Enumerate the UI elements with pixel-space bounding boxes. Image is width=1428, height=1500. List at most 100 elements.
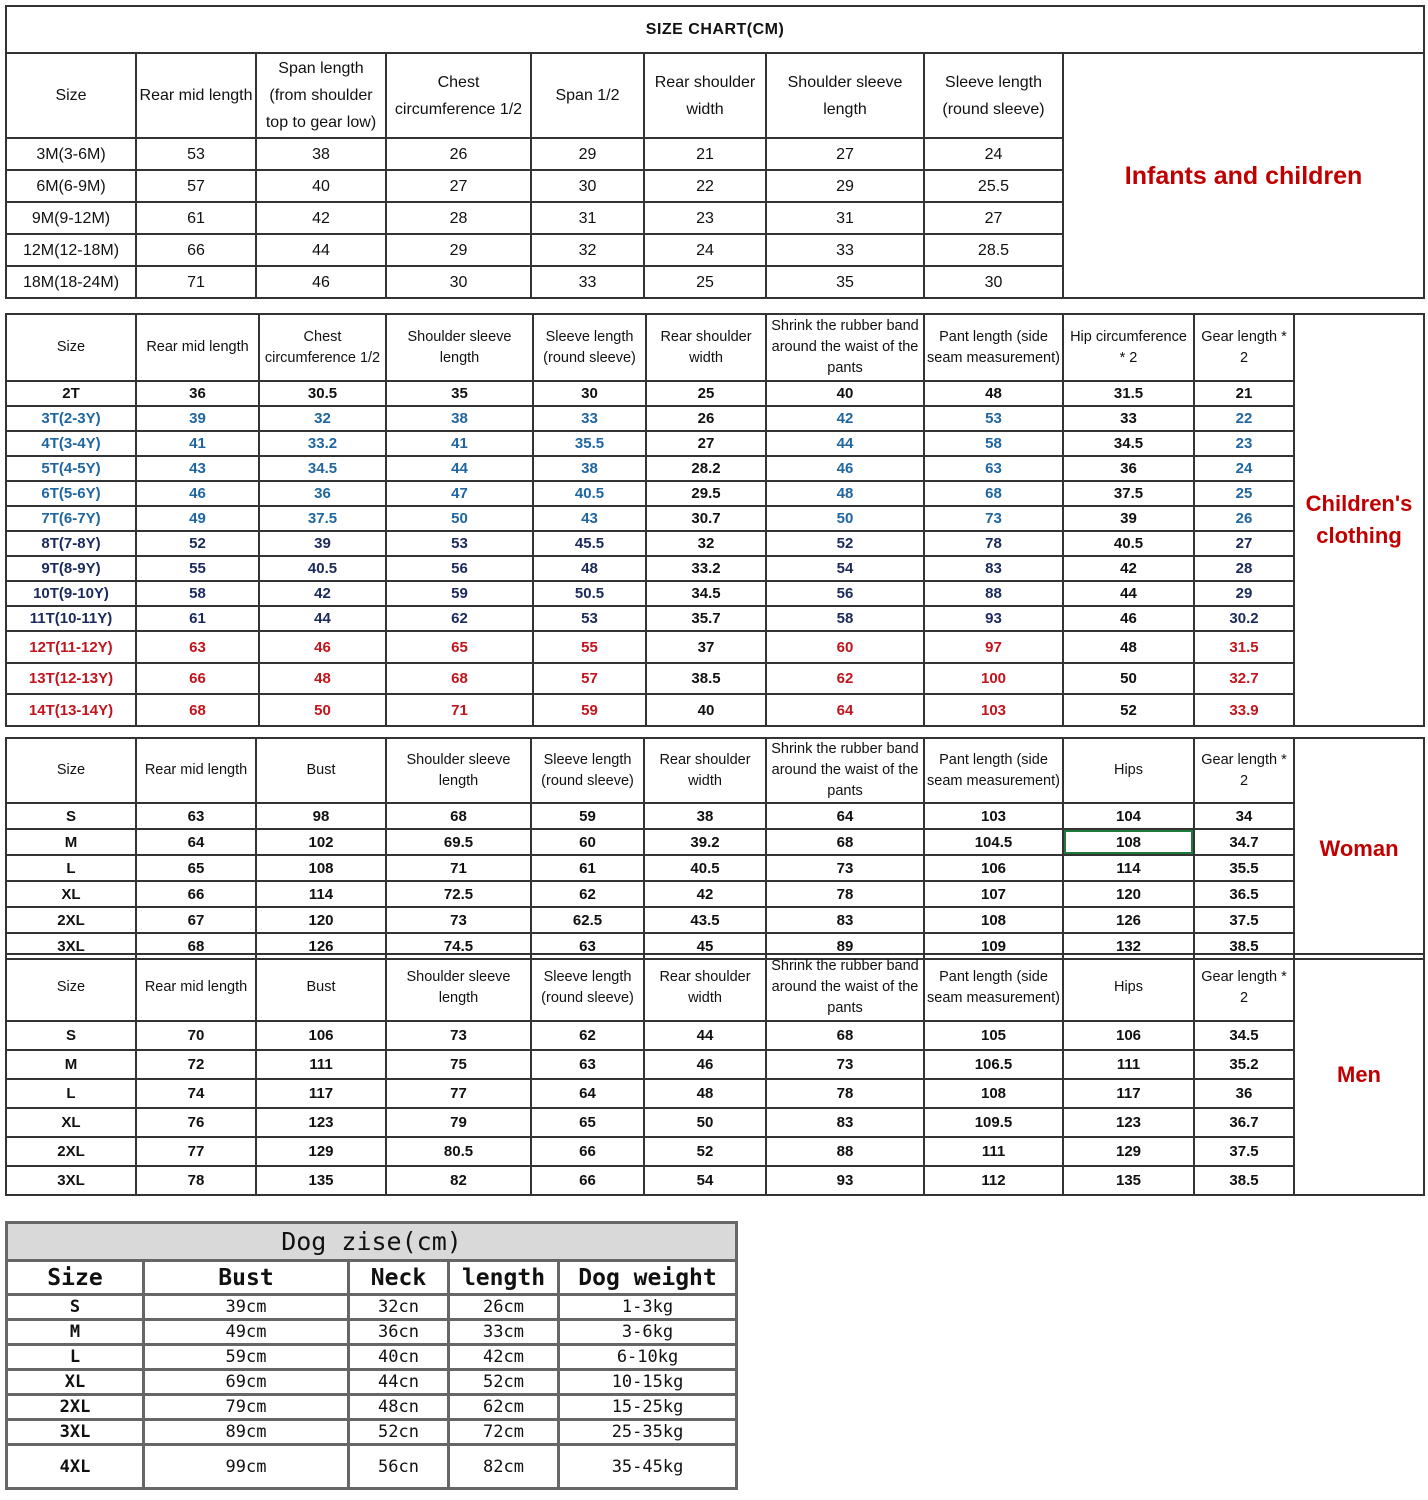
value-cell[interactable]: 48 — [765, 480, 925, 507]
value-cell[interactable]: 26 — [385, 137, 532, 171]
value-cell[interactable]: 49cm — [142, 1318, 350, 1346]
value-cell[interactable]: 53 — [385, 530, 534, 557]
value-cell[interactable]: 73 — [385, 906, 532, 934]
value-cell[interactable]: 71 — [385, 854, 532, 882]
value-cell[interactable]: 59 — [530, 802, 645, 830]
value-cell[interactable]: 32.7 — [1193, 662, 1295, 695]
value-cell[interactable]: 68 — [385, 802, 532, 830]
value-cell[interactable]: 72.5 — [385, 880, 532, 908]
value-cell[interactable]: 39 — [135, 405, 260, 432]
value-cell[interactable]: 93 — [923, 605, 1064, 632]
value-cell[interactable]: 50.5 — [532, 580, 647, 607]
size-cell[interactable]: 3XL — [5, 1418, 145, 1446]
size-cell[interactable]: 18M(18-24M) — [5, 265, 137, 299]
value-cell[interactable]: 29 — [1193, 580, 1295, 607]
size-cell[interactable]: XL — [5, 1368, 145, 1396]
value-cell[interactable]: 29 — [765, 169, 925, 203]
value-cell[interactable]: 73 — [385, 1020, 532, 1051]
value-cell[interactable]: 31 — [530, 201, 645, 235]
value-cell[interactable]: 61 — [530, 854, 645, 882]
value-cell[interactable]: 35 — [385, 380, 534, 407]
value-cell[interactable]: 42 — [765, 405, 925, 432]
value-cell[interactable]: 44 — [1062, 580, 1195, 607]
value-cell[interactable]: 33.2 — [258, 430, 387, 457]
value-cell[interactable]: 25.5 — [923, 169, 1064, 203]
value-cell[interactable]: 78 — [765, 880, 925, 908]
value-cell[interactable]: 50 — [765, 505, 925, 532]
value-cell[interactable]: 25 — [645, 380, 767, 407]
value-cell[interactable]: 30 — [923, 265, 1064, 299]
value-cell[interactable]: 33 — [530, 265, 645, 299]
value-cell[interactable]: 73 — [923, 505, 1064, 532]
value-cell[interactable]: 103 — [923, 693, 1064, 727]
value-cell[interactable]: 35.2 — [1193, 1049, 1295, 1080]
value-cell[interactable]: 111 — [1062, 1049, 1195, 1080]
value-cell[interactable]: 62cm — [447, 1393, 560, 1421]
value-cell[interactable]: 33.9 — [1193, 693, 1295, 727]
value-cell[interactable]: 40 — [255, 169, 387, 203]
value-cell[interactable]: 68 — [923, 480, 1064, 507]
value-cell[interactable]: 111 — [255, 1049, 387, 1080]
value-cell[interactable]: 36 — [258, 480, 387, 507]
size-cell[interactable]: 5T(4-5Y) — [5, 455, 137, 482]
value-cell[interactable]: 69.5 — [385, 828, 532, 856]
value-cell[interactable]: 64 — [530, 1078, 645, 1109]
value-cell[interactable]: 50 — [643, 1107, 767, 1138]
value-cell[interactable]: 30.5 — [258, 380, 387, 407]
value-cell[interactable]: 32 — [645, 530, 767, 557]
value-cell[interactable]: 108 — [923, 906, 1064, 934]
value-cell[interactable]: 60 — [530, 828, 645, 856]
size-cell[interactable]: 2XL — [5, 906, 137, 934]
value-cell[interactable]: 40.5 — [532, 480, 647, 507]
value-cell[interactable]: 40.5 — [643, 854, 767, 882]
value-cell[interactable]: 26 — [1193, 505, 1295, 532]
value-cell[interactable]: 123 — [255, 1107, 387, 1138]
value-cell[interactable]: 135 — [255, 1165, 387, 1196]
value-cell[interactable]: 37.5 — [1193, 1136, 1295, 1167]
size-cell[interactable]: 6T(5-6Y) — [5, 480, 137, 507]
value-cell[interactable]: 28 — [1193, 555, 1295, 582]
value-cell[interactable]: 30.7 — [645, 505, 767, 532]
value-cell[interactable]: 33 — [532, 405, 647, 432]
value-cell[interactable]: 120 — [1062, 880, 1195, 908]
value-cell[interactable]: 48 — [258, 662, 387, 695]
size-cell[interactable]: 10T(9-10Y) — [5, 580, 137, 607]
value-cell[interactable]: 120 — [255, 906, 387, 934]
size-cell[interactable]: 2XL — [5, 1136, 137, 1167]
value-cell[interactable]: 39 — [1062, 505, 1195, 532]
value-cell[interactable]: 64 — [765, 802, 925, 830]
value-cell[interactable]: 77 — [135, 1136, 257, 1167]
size-cell[interactable]: L — [5, 1343, 145, 1371]
value-cell[interactable]: 29 — [530, 137, 645, 171]
value-cell[interactable]: 35.5 — [1193, 854, 1295, 882]
value-cell[interactable]: 56 — [765, 580, 925, 607]
value-cell[interactable]: 71 — [385, 693, 534, 727]
value-cell[interactable]: 62 — [765, 662, 925, 695]
value-cell[interactable]: 103 — [923, 802, 1064, 830]
value-cell[interactable]: 38.5 — [645, 662, 767, 695]
value-cell[interactable]: 63 — [923, 455, 1064, 482]
value-cell[interactable]: 22 — [643, 169, 767, 203]
value-cell[interactable]: 29.5 — [645, 480, 767, 507]
size-cell[interactable]: M — [5, 828, 137, 856]
value-cell[interactable]: 33 — [765, 233, 925, 267]
value-cell[interactable]: 32 — [258, 405, 387, 432]
value-cell[interactable]: 106 — [255, 1020, 387, 1051]
value-cell[interactable]: 62.5 — [530, 906, 645, 934]
value-cell[interactable]: 50 — [1062, 662, 1195, 695]
value-cell[interactable]: 69cm — [142, 1368, 350, 1396]
value-cell[interactable]: 44 — [255, 233, 387, 267]
value-cell[interactable]: 64 — [135, 828, 257, 856]
value-cell[interactable]: 35.7 — [645, 605, 767, 632]
value-cell[interactable]: 108 — [923, 1078, 1064, 1109]
value-cell[interactable]: 89cm — [142, 1418, 350, 1446]
size-cell[interactable]: 9T(8-9Y) — [5, 555, 137, 582]
value-cell[interactable]: 10-15kg — [556, 1368, 739, 1396]
value-cell[interactable]: 42cm — [447, 1343, 560, 1371]
value-cell[interactable]: 32 — [530, 233, 645, 267]
value-cell[interactable]: 58 — [923, 430, 1064, 457]
value-cell[interactable]: 126 — [1062, 906, 1195, 934]
value-cell[interactable]: 26 — [645, 405, 767, 432]
size-cell[interactable]: L — [5, 1078, 137, 1109]
value-cell[interactable]: 49 — [135, 505, 260, 532]
